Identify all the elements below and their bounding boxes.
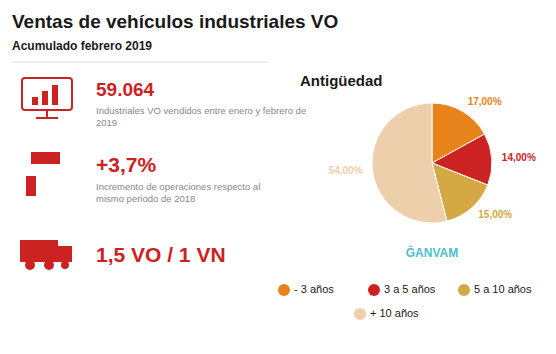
icon-part [52,85,58,105]
icon-part [36,117,58,119]
background [0,0,556,354]
data-label: 54,00% [329,165,363,176]
pie-labels: 17,00% 14,00% 15,00% 54,00% [329,96,536,220]
pie [372,103,492,223]
legend-swatch [458,284,470,296]
stat-value: 1,5 VO / 1 VN [96,243,226,266]
stat-description: Industriales VO vendidos entre enero y f… [96,105,306,128]
icon-part [26,152,60,196]
text-line: Industriales VO vendidos entre enero y f… [96,105,306,116]
text-line: mismo periodo de 2018 [96,193,195,204]
icon-part [22,78,72,110]
stat-value: +3,7% [96,153,156,176]
icon-part [56,246,72,262]
text-line: Incremento de operaciones respecto al [96,181,260,192]
icon-monitor [22,78,72,118]
infographic: Ventas de vehículos industriales VO Acumu… [0,0,556,354]
source: ĞANVAM [406,245,458,260]
icon-part [32,97,38,105]
legend-swatch [354,308,366,320]
pie-slice [372,103,447,223]
legend-swatch [278,284,290,296]
icon-part [44,260,54,270]
title: Ventas de vehículos industriales VO [12,11,338,32]
subtitle: Acumulado febrero 2019 [12,39,152,53]
icon-part [20,240,58,262]
icon-part [61,261,69,269]
stat-value: 59.064 [96,79,155,100]
legend-label: 3 a 5 años [384,283,436,295]
separator [12,62,268,63]
data-label: 17,00% [468,96,502,107]
text-line: 2019 [96,117,117,128]
legend-swatch [368,284,380,296]
icon-hand [26,152,60,196]
legend-label: + 10 años [370,307,419,319]
icon-part [25,260,35,270]
legend-label: 5 a 10 años [474,283,532,295]
icon-truck [20,240,72,270]
legend-label: - 3 años [294,283,334,295]
data-label: 14,00% [502,152,536,163]
stat-description: Incremento de operaciones respecto almis… [96,181,260,204]
data-label: 15,00% [478,209,512,220]
legend: - 3 años 3 a 5 años 5 a 10 años + 10 años [278,283,532,320]
pie-title: Antigüedad [300,72,383,89]
icon-part [46,110,48,118]
icon-part [42,91,48,105]
